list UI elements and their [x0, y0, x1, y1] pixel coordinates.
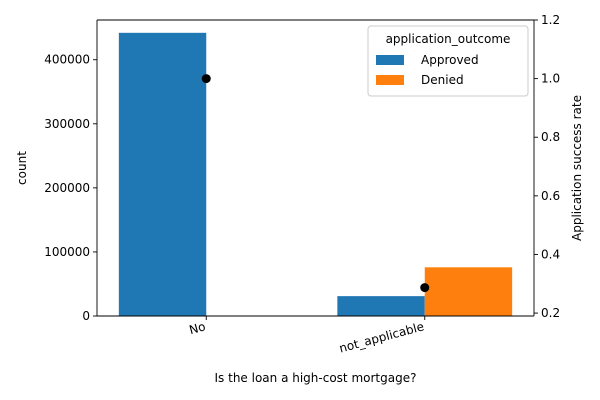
bar-approved-0: [118, 32, 207, 317]
bar-denied-1: [424, 267, 513, 316]
legend: application_outcome Approved Denied: [367, 25, 529, 97]
legend-box: [367, 25, 529, 97]
y-tick-label: 100000: [44, 245, 90, 259]
legend-swatch-approved: [376, 55, 404, 65]
points-layer: [201, 74, 430, 293]
y-tick-label: 0: [82, 309, 90, 323]
y-axis-label: count: [15, 151, 29, 185]
legend-title: application_outcome: [386, 32, 511, 46]
y2-axis-label: Application success rate: [570, 95, 584, 241]
legend-swatch-denied: [376, 75, 404, 85]
legend-label-approved: Approved: [421, 53, 479, 67]
x-axis-label: Is the loan a high-cost mortgage?: [215, 371, 417, 385]
x-tick-label: not_applicable: [338, 319, 426, 355]
y2-tick-label: 0.2: [541, 306, 560, 320]
legend-label-denied: Denied: [421, 73, 464, 87]
bar-approved-1: [337, 296, 425, 316]
bars-layer: [118, 32, 513, 317]
success-rate-point-0: [201, 74, 211, 84]
y2-tick-label: 1.2: [541, 13, 560, 27]
y-tick-label: 400000: [44, 53, 90, 67]
y2-tick-label: 0.6: [541, 189, 560, 203]
y-tick-label: 300000: [44, 117, 90, 131]
x-tick-label: No: [188, 319, 207, 337]
y2-tick-label: 0.4: [541, 247, 560, 261]
y2-tick-label: 0.8: [541, 130, 560, 144]
success-rate-point-1: [420, 283, 430, 293]
y-tick-label: 200000: [44, 181, 90, 195]
y2-tick-label: 1.0: [541, 72, 560, 86]
